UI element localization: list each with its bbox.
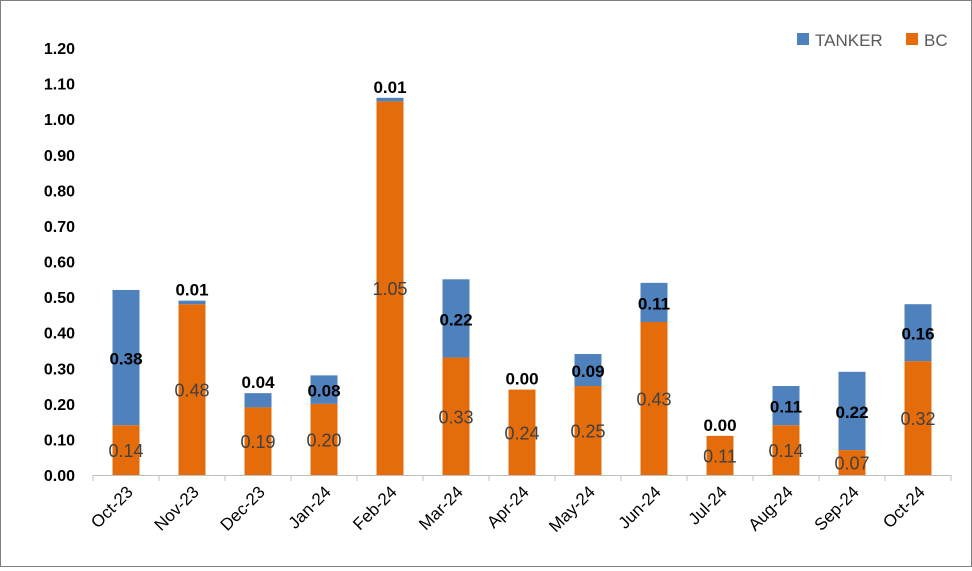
y-tick-label: 1.10 bbox=[44, 77, 75, 94]
legend-label-tanker: TANKER bbox=[815, 31, 883, 50]
x-tick-label: Oct-23 bbox=[87, 482, 137, 532]
bar-tanker bbox=[178, 300, 206, 305]
x-tick-label: Jan-24 bbox=[285, 482, 335, 532]
y-tick-label: 0.60 bbox=[44, 255, 75, 272]
bar-bc bbox=[838, 450, 866, 475]
bar-tanker bbox=[310, 375, 338, 404]
bar-tanker bbox=[376, 97, 404, 102]
y-tick-label: 1.20 bbox=[44, 41, 75, 58]
legend-label-bc: BC bbox=[924, 31, 948, 50]
x-tick-label: Feb-24 bbox=[349, 482, 401, 534]
data-label-tanker: 0.01 bbox=[175, 281, 208, 300]
data-label-tanker: 0.04 bbox=[241, 373, 275, 392]
bar-bc bbox=[376, 101, 404, 475]
data-label-bc: 0.14 bbox=[768, 441, 803, 461]
x-tick-label: Dec-23 bbox=[217, 482, 269, 534]
y-tick-label: 0.30 bbox=[44, 361, 75, 378]
x-tick-label: Mar-24 bbox=[415, 482, 467, 534]
bar-tanker bbox=[772, 386, 800, 426]
data-label-tanker: 0.22 bbox=[835, 403, 868, 422]
bar-bc bbox=[904, 361, 932, 475]
data-label-bc: 0.24 bbox=[504, 423, 539, 443]
data-label-tanker: 0.08 bbox=[307, 382, 340, 401]
data-label-bc: 0.14 bbox=[108, 441, 143, 461]
bar-bc bbox=[706, 435, 734, 475]
y-tick-label: 0.80 bbox=[44, 183, 75, 200]
y-tick-label: 0.40 bbox=[44, 326, 75, 343]
bars bbox=[112, 97, 932, 475]
bar-tanker bbox=[574, 354, 602, 387]
bar-bc bbox=[310, 403, 338, 475]
x-tick-label: Jun-24 bbox=[615, 482, 665, 532]
y-tick-label: 0.20 bbox=[44, 397, 75, 414]
bar-tanker bbox=[244, 393, 272, 408]
data-label-tanker: 0.16 bbox=[901, 325, 934, 344]
x-tick-label: Apr-24 bbox=[483, 482, 533, 532]
y-tick-label: 0.00 bbox=[44, 468, 75, 485]
y-tick-label: 0.90 bbox=[44, 148, 75, 165]
data-label-bc: 0.48 bbox=[174, 381, 209, 401]
bar-bc bbox=[178, 304, 206, 475]
legend-swatch-bc bbox=[906, 33, 918, 45]
bar-bc bbox=[244, 407, 272, 475]
bar-bc bbox=[574, 386, 602, 475]
data-label-tanker: 0.00 bbox=[505, 370, 538, 389]
x-tick-label: Aug-24 bbox=[745, 482, 797, 534]
data-label-tanker: 0.38 bbox=[109, 350, 142, 369]
data-label-bc: 0.19 bbox=[240, 432, 275, 452]
data-label-bc: 0.20 bbox=[306, 430, 341, 450]
legend: TANKER BC bbox=[797, 31, 948, 50]
x-axis: Oct-23 Nov-23 Dec-23 Jan-24 Feb-24 Mar-24 Apr-… bbox=[87, 475, 952, 536]
data-label-tanker: 0.11 bbox=[770, 398, 802, 417]
bar-tanker bbox=[838, 371, 866, 451]
y-tick-label: 1.00 bbox=[44, 112, 75, 129]
y-tick-label: 0.10 bbox=[44, 432, 75, 449]
data-label-tanker: 0.22 bbox=[439, 310, 472, 329]
y-tick-label: 0.50 bbox=[44, 290, 75, 307]
data-label-bc: 0.43 bbox=[636, 389, 671, 409]
bar-tanker bbox=[112, 289, 140, 426]
y-tick-label: 0.70 bbox=[44, 219, 75, 236]
data-label-tanker: 0.01 bbox=[373, 78, 406, 97]
bar-bc bbox=[442, 357, 470, 475]
data-label-bc: 1.05 bbox=[372, 279, 407, 299]
y-axis: 0.00 0.10 0.20 0.30 0.40 0.50 0.60 0.70 0.80 0.90… bbox=[44, 41, 75, 485]
x-tick-label: May-24 bbox=[545, 482, 599, 536]
bar-tanker bbox=[442, 279, 470, 358]
data-label-bc: 0.33 bbox=[438, 407, 473, 427]
data-label-bc: 0.32 bbox=[900, 409, 935, 429]
data-label-bc: 0.25 bbox=[570, 422, 605, 442]
bar-tanker bbox=[640, 282, 668, 322]
bar-bc bbox=[772, 425, 800, 475]
bar-bc bbox=[508, 389, 536, 475]
data-label-tanker: 0.11 bbox=[638, 294, 670, 313]
legend-swatch-tanker bbox=[797, 33, 809, 45]
bar-bc bbox=[640, 321, 668, 475]
x-tick-label: Sep-24 bbox=[811, 482, 863, 534]
data-label-bc: 0.07 bbox=[834, 454, 869, 474]
bar-bc bbox=[112, 425, 140, 475]
data-label-tanker: 0.00 bbox=[703, 416, 736, 435]
x-tick-label: Oct-24 bbox=[879, 482, 929, 532]
data-label-tanker: 0.09 bbox=[571, 362, 604, 381]
data-labels: 0.14 0.38 0.48 0.01 0.19 0.04 0.20 0.08 1.05 0.01… bbox=[108, 78, 935, 474]
bar-tanker bbox=[904, 304, 932, 362]
x-tick-label: Nov-23 bbox=[151, 482, 203, 534]
data-label-bc: 0.11 bbox=[703, 446, 737, 466]
x-tick-label: Jul-24 bbox=[685, 482, 731, 528]
